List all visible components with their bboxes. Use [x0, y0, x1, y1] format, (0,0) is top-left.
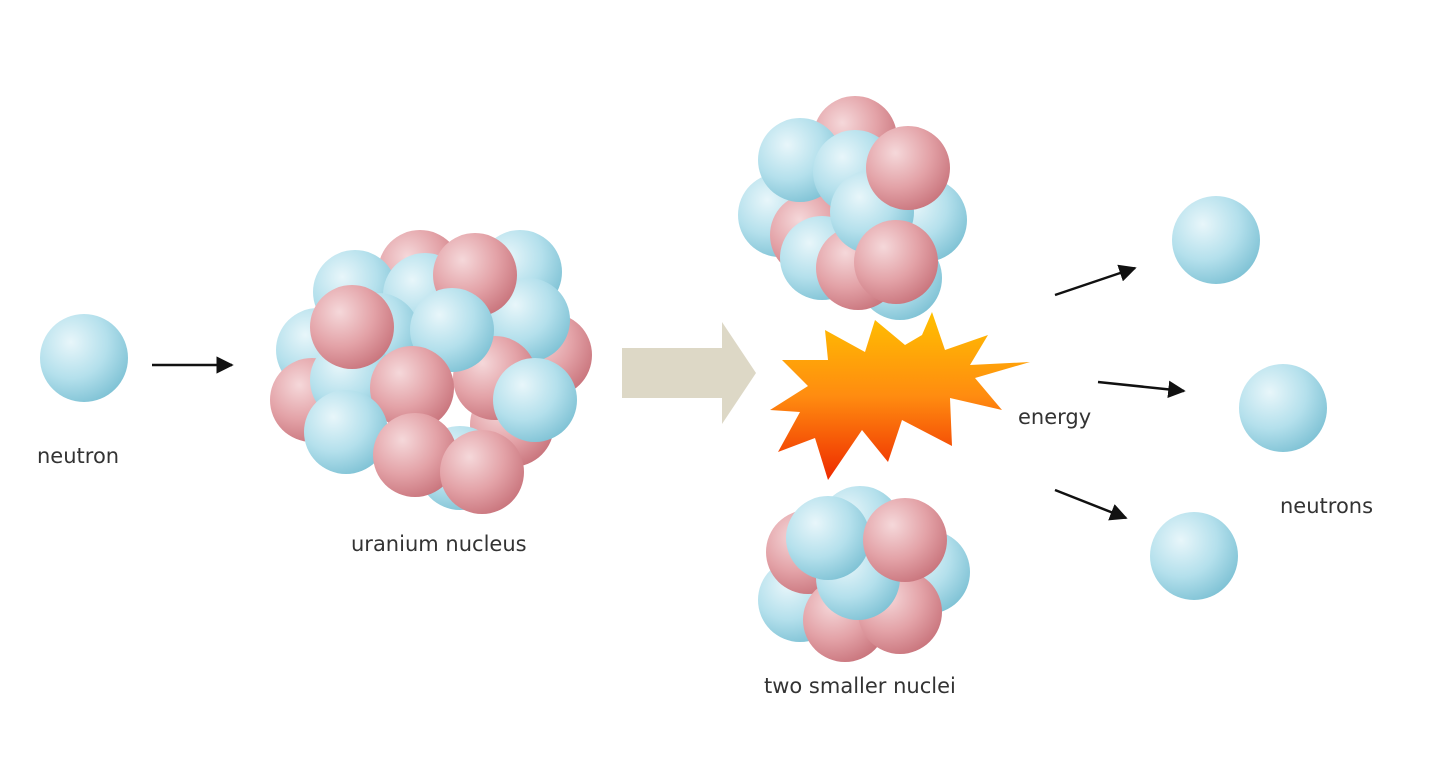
- energy-burst: [770, 312, 1030, 480]
- released-neutrons: [1150, 196, 1327, 600]
- energy-label: energy: [1018, 405, 1092, 429]
- released-neutron-bottom: [1150, 512, 1238, 600]
- bottom-daughter-nucleus: [758, 486, 970, 662]
- outgoing-arrow-bottom: [1054, 488, 1128, 521]
- outgoing-arrow-top: [1054, 264, 1137, 297]
- top-daughter-nucleus: [738, 96, 967, 320]
- two-smaller-nuclei-label: two smaller nuclei: [764, 674, 956, 698]
- process-arrow: [622, 322, 756, 424]
- uranium-nucleus: [270, 230, 592, 514]
- neutron-label: neutron: [37, 444, 120, 468]
- neutrons-label: neutrons: [1280, 494, 1374, 518]
- released-neutron-middle: [1239, 364, 1327, 452]
- uranium-nucleus-label: uranium nucleus: [351, 532, 527, 556]
- incoming-neutron: [40, 314, 128, 402]
- released-neutron-top: [1172, 196, 1260, 284]
- outgoing-arrow-middle: [1097, 380, 1186, 399]
